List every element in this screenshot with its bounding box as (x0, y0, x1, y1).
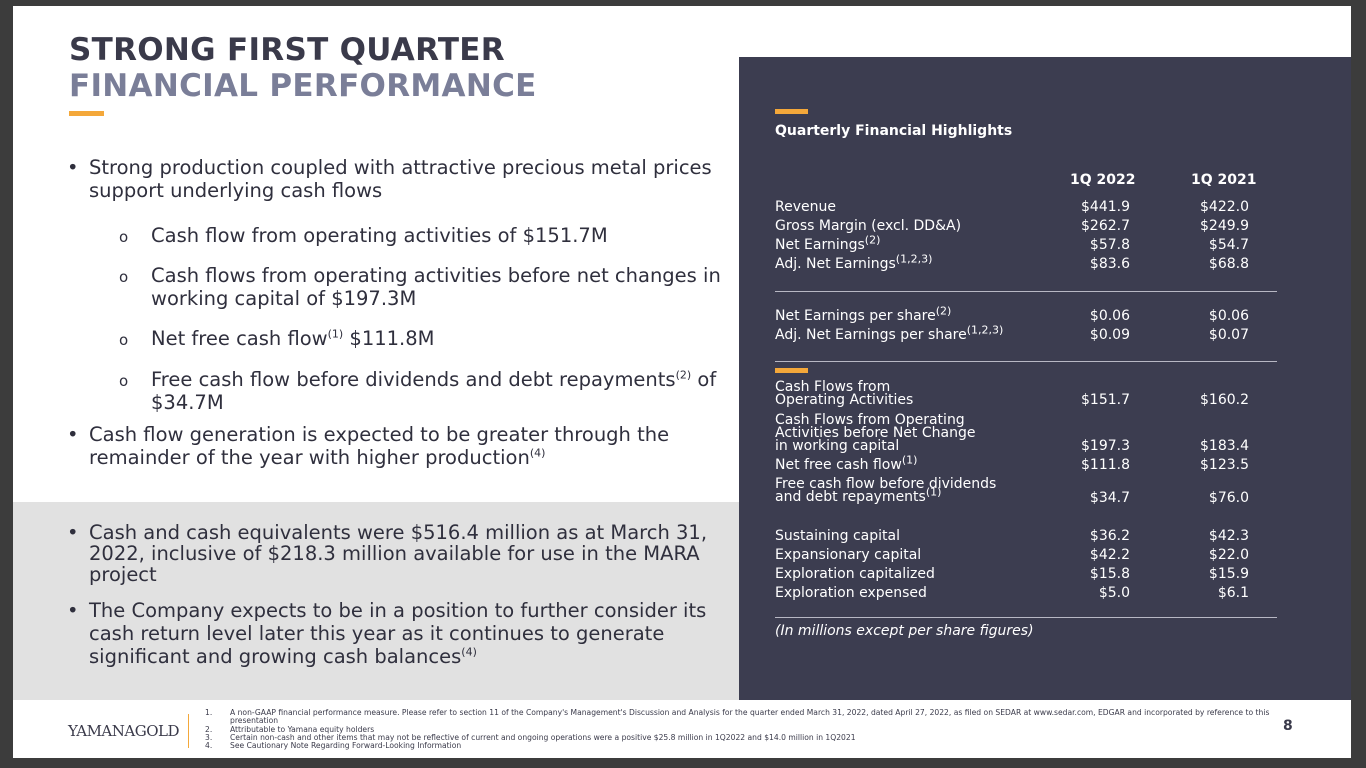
row-value-2022: $83.6 (1089, 256, 1130, 272)
sub-bullet-text-tail: of $34.7M (151, 368, 717, 414)
column-header-1q2021: 1Q 2021 (1191, 172, 1257, 188)
row-label-eps: Net Earnings per share(2) (775, 304, 952, 324)
bullet-item: • Cash and cash equivalents were $516.4 … (65, 522, 725, 585)
row-value-2022: $15.8 (1089, 566, 1130, 582)
row-label-sustaining-capital: Sustaining capital (775, 528, 900, 544)
row-label-exploration-expensed: Exploration expensed (775, 585, 927, 601)
panel-heading: Quarterly Financial Highlights (775, 123, 1013, 139)
row-label-net-earnings: Net Earnings(2) (775, 233, 881, 253)
sub-bullet-icon: o (119, 268, 129, 286)
row-value-2022: $42.2 (1089, 547, 1130, 563)
bullet-icon: • (67, 423, 79, 446)
row-value-2021: $123.5 (1200, 457, 1249, 473)
row-value-2021: $183.4 (1200, 438, 1249, 454)
sub-bullet-item: o Net free cash flow(1) $111.8M (65, 327, 725, 350)
row-value-2022: $36.2 (1089, 528, 1130, 544)
row-value-2021: $76.0 (1208, 490, 1249, 506)
divider (775, 291, 1277, 292)
financial-highlights-panel: Quarterly Financial Highlights 1Q 2022 1… (739, 57, 1351, 700)
row-value-2021: $0.07 (1208, 327, 1249, 343)
bullet-list-bottom: • Cash and cash equivalents were $516.4 … (65, 522, 725, 668)
divider (775, 361, 1277, 362)
footer: YAMANAGOLD 1. A non-GAAP financial perfor… (13, 700, 1351, 758)
row-value-2022: $0.09 (1089, 327, 1130, 343)
row-label-adj-net-earnings: Adj. Net Earnings(1,2,3) (775, 252, 933, 272)
row-value-2022: $111.8 (1081, 457, 1130, 473)
divider (775, 617, 1277, 618)
logo-divider (188, 714, 189, 748)
bullet-list-top: • Strong production coupled with attract… (65, 156, 725, 469)
bullet-icon: • (67, 156, 79, 179)
row-label-gross-margin: Gross Margin (excl. DD&A) (775, 218, 962, 234)
highlight-box (13, 502, 739, 700)
row-value-2021: $249.9 (1200, 218, 1249, 234)
row-value-2021: $68.8 (1208, 256, 1249, 272)
row-value-2021: $160.2 (1200, 392, 1249, 408)
sub-bullet-item: o Free cash flow before dividends and de… (65, 368, 725, 414)
row-value-2022: $5.0 (1098, 585, 1130, 601)
row-value-2021: $42.3 (1208, 528, 1249, 544)
row-value-2022: $34.7 (1089, 490, 1130, 506)
bullet-item: • The Company expects to be in a positio… (65, 599, 725, 668)
sub-bullet-text: Net free cash flow (151, 327, 328, 350)
sub-bullet-icon: o (119, 372, 129, 390)
row-label-cf-operating: Cash Flows from Operating Activities (775, 379, 914, 408)
row-label-revenue: Revenue (775, 199, 836, 215)
slide: STRONG FIRST QUARTER FINANCIAL PERFORMAN… (13, 6, 1351, 758)
footnote-ref: (4) (461, 645, 477, 659)
sub-bullet-text: Free cash flow before dividends and debt… (151, 368, 676, 391)
row-label-cf-before-wc: Cash Flows from Operating Activities befo… (775, 412, 976, 454)
sub-bullet-text-tail: $111.8M (343, 327, 435, 350)
row-value-2022: $441.9 (1081, 199, 1130, 215)
footnote-ref: (2) (675, 368, 692, 382)
panel-accent-bar (775, 368, 808, 373)
row-label-adj-eps: Adj. Net Earnings per share(1,2,3) (775, 323, 1004, 343)
row-label-free-cash-flow: Free cash flow before dividends and debt … (775, 476, 997, 505)
company-logo: YAMANAGOLD (68, 722, 180, 740)
sub-bullet-text: Cash flow from operating activities of $… (151, 224, 608, 247)
page-number: 8 (1283, 718, 1293, 734)
bullet-text: The Company expects to be in a position … (89, 599, 707, 668)
bullet-text: Cash and cash equivalents were $516.4 mi… (89, 521, 708, 586)
title-line-2: FINANCIAL PERFORMANCE (69, 68, 537, 104)
footnote-ref: (4) (529, 446, 546, 460)
row-label-net-free-cash-flow: Net free cash flow(1) (775, 453, 918, 473)
row-value-2022: $0.06 (1089, 308, 1130, 324)
footnote-ref: (1) (327, 327, 344, 341)
panel-note: (In millions except per share figures) (775, 623, 1034, 639)
row-value-2022: $151.7 (1081, 392, 1130, 408)
bullet-icon: • (67, 521, 79, 544)
bullet-item: • Strong production coupled with attract… (65, 156, 725, 202)
panel-accent-bar (775, 109, 808, 114)
row-value-2022: $57.8 (1089, 237, 1130, 253)
column-header-1q2022: 1Q 2022 (1070, 172, 1136, 188)
sub-bullet-icon: o (119, 331, 129, 349)
title-line-1: STRONG FIRST QUARTER (69, 32, 505, 68)
sub-bullet-item: o Cash flow from operating activities of… (65, 224, 725, 247)
row-value-2021: $54.7 (1208, 237, 1249, 253)
row-value-2022: $197.3 (1081, 438, 1130, 454)
sub-bullet-item: o Cash flows from operating activities b… (65, 264, 725, 310)
sub-bullet-icon: o (119, 228, 129, 246)
bullet-item: • Cash flow generation is expected to be… (65, 423, 725, 469)
row-value-2021: $6.1 (1217, 585, 1249, 601)
bullet-text: Strong production coupled with attractiv… (89, 156, 712, 202)
title-accent-bar (69, 111, 104, 116)
row-value-2021: $15.9 (1208, 566, 1249, 582)
row-value-2021: $0.06 (1208, 308, 1249, 324)
row-value-2021: $422.0 (1200, 199, 1249, 215)
sub-bullet-text: Cash flows from operating activities bef… (151, 264, 721, 310)
bullet-text: Cash flow generation is expected to be g… (89, 423, 670, 469)
row-label-exploration-capitalized: Exploration capitalized (775, 566, 935, 582)
bullet-icon: • (67, 599, 79, 622)
row-value-2021: $22.0 (1208, 547, 1249, 563)
row-label-expansionary-capital: Expansionary capital (775, 547, 922, 563)
row-value-2022: $262.7 (1081, 218, 1130, 234)
